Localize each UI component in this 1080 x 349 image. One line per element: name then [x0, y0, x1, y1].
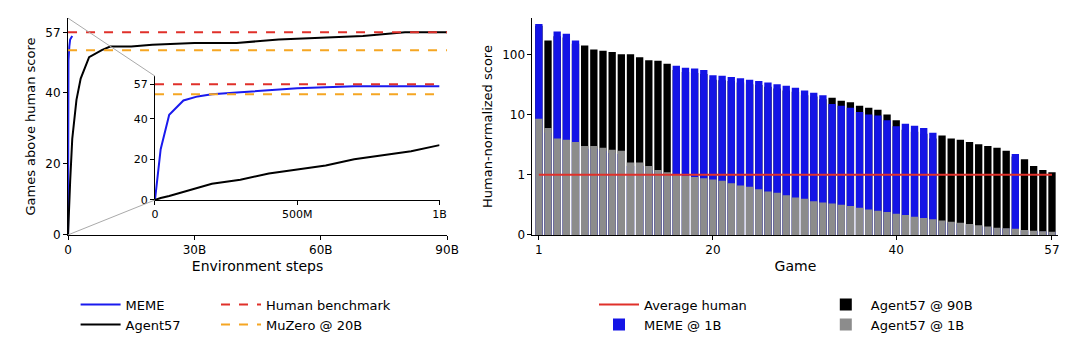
svg-text:MuZero @ 20B: MuZero @ 20B	[266, 318, 362, 333]
svg-text:MEME: MEME	[126, 298, 165, 313]
svg-text:0: 0	[517, 228, 525, 242]
svg-text:Games above human score: Games above human score	[23, 38, 38, 216]
svg-text:57: 57	[1044, 243, 1059, 257]
svg-text:60B: 60B	[309, 243, 333, 257]
svg-text:1: 1	[517, 168, 525, 182]
svg-text:500M: 500M	[282, 208, 313, 221]
svg-text:Agent57 @ 90B: Agent57 @ 90B	[871, 298, 973, 313]
svg-text:Game: Game	[775, 258, 817, 274]
svg-text:10: 10	[510, 108, 525, 122]
svg-text:30B: 30B	[183, 243, 207, 257]
svg-text:20: 20	[45, 157, 60, 171]
svg-text:Agent57 @ 1B: Agent57 @ 1B	[871, 318, 964, 333]
svg-text:1B: 1B	[432, 208, 447, 221]
svg-text:40: 40	[134, 113, 148, 126]
svg-text:57: 57	[134, 78, 148, 91]
svg-text:MEME @ 1B: MEME @ 1B	[644, 318, 721, 333]
svg-text:Agent57: Agent57	[126, 318, 181, 333]
svg-text:0: 0	[141, 194, 148, 207]
svg-text:40: 40	[889, 243, 904, 257]
svg-text:0: 0	[53, 228, 61, 242]
svg-text:1: 1	[535, 243, 543, 257]
svg-text:20: 20	[705, 243, 720, 257]
svg-text:90B: 90B	[435, 243, 459, 257]
svg-text:Human benchmark: Human benchmark	[266, 298, 391, 313]
svg-text:57: 57	[45, 26, 60, 40]
svg-text:40: 40	[45, 86, 60, 100]
svg-text:Human-normalized score: Human-normalized score	[480, 45, 495, 208]
svg-text:100: 100	[502, 48, 525, 62]
svg-text:Average human: Average human	[644, 298, 747, 313]
svg-text:0: 0	[151, 208, 158, 221]
svg-text:20: 20	[134, 153, 148, 166]
svg-text:Environment steps: Environment steps	[192, 258, 323, 274]
svg-text:0: 0	[64, 243, 72, 257]
